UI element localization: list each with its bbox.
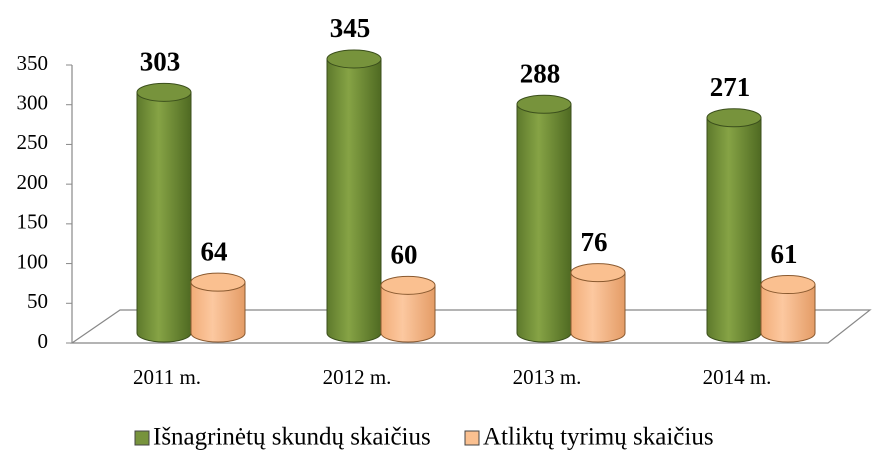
bar: [570, 263, 626, 343]
cylinder-top: [516, 94, 572, 114]
cylinder-body: [380, 284, 436, 343]
bar: [516, 94, 572, 343]
floor: [70, 309, 872, 344]
cylinder-body: [326, 58, 382, 343]
y-tick-label: 100: [17, 249, 49, 273]
y-tick-label: 350: [17, 51, 49, 75]
cylinder-top: [326, 49, 382, 69]
cylinder-body: [136, 91, 192, 343]
cylinder-top: [190, 272, 246, 292]
cylinder-top: [570, 263, 626, 283]
legend-swatch: [134, 430, 150, 446]
y-tick-label: 50: [27, 289, 48, 313]
value-label: 60: [391, 240, 418, 270]
bar: [380, 275, 436, 343]
cylinder-body: [570, 272, 626, 343]
value-label: 61: [771, 239, 798, 269]
cylinder-body: [190, 281, 246, 343]
y-tick-label: 200: [17, 170, 49, 194]
value-label: 271: [710, 72, 751, 102]
y-tick-label: 150: [17, 210, 49, 234]
value-label: 345: [330, 13, 371, 43]
cylinder-top: [380, 275, 436, 295]
x-tick-label: 2013 m.: [513, 365, 582, 389]
y-tick-label: 0: [38, 329, 49, 353]
bar: [190, 272, 246, 343]
cylinder-top: [136, 82, 192, 102]
cylinder-top: [760, 275, 816, 295]
cylinder-body: [760, 284, 816, 343]
bar: [706, 108, 762, 343]
value-label: 303: [140, 47, 181, 77]
x-tick-label: 2014 m.: [703, 365, 772, 389]
value-label: 76: [581, 227, 608, 257]
cylinder-body: [516, 103, 572, 343]
y-tick-label: 300: [17, 91, 49, 115]
legend-label: Išnagrinėtų skundų skaičius: [153, 424, 431, 451]
bar: [326, 49, 382, 343]
legend-label: Atliktų tyrimų skaičius: [483, 424, 714, 451]
x-tick-label: 2012 m.: [323, 365, 392, 389]
y-tick-label: 250: [17, 130, 49, 154]
cylinder-body: [706, 117, 762, 343]
value-label: 288: [520, 58, 561, 88]
bar: [760, 275, 816, 343]
value-label: 64: [201, 236, 228, 266]
bar: [136, 82, 192, 343]
x-tick-label: 2011 m.: [133, 365, 201, 389]
legend-swatch: [464, 430, 480, 446]
cylinder-top: [706, 108, 762, 128]
